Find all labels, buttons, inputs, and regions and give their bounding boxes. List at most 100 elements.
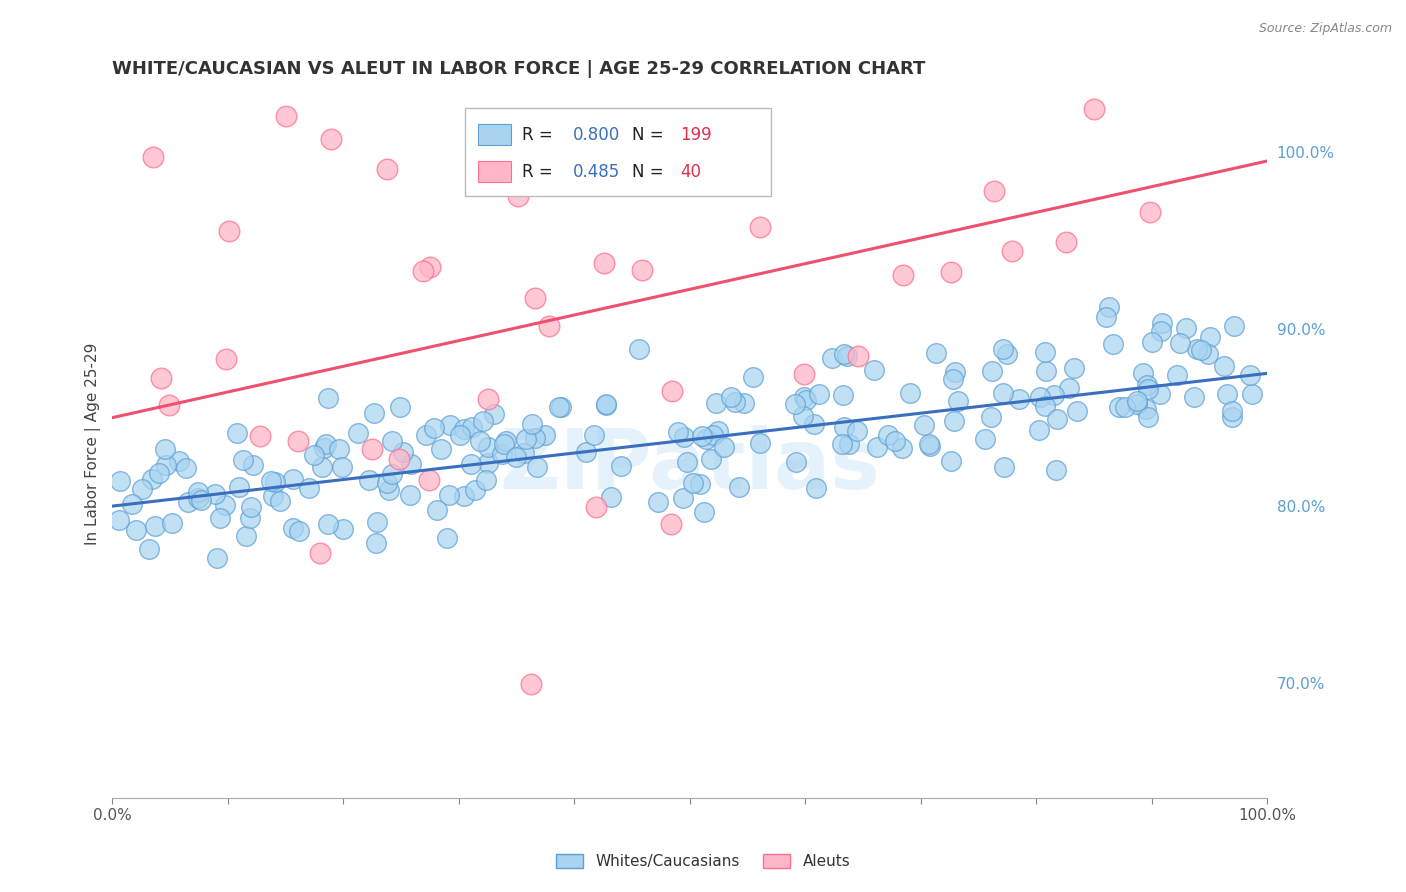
Point	[330, 460, 353, 475]
Point	[110, 474, 132, 488]
Text: Source: ZipAtlas.com: Source: ZipAtlas.com	[1258, 22, 1392, 36]
Point	[430, 442, 453, 456]
Point	[214, 498, 236, 512]
Point	[1066, 404, 1088, 418]
Point	[449, 428, 471, 442]
Point	[468, 434, 491, 448]
Point	[366, 515, 388, 529]
Point	[575, 445, 598, 459]
Point	[980, 409, 1002, 424]
Point	[724, 395, 747, 409]
Point	[1101, 337, 1123, 351]
Text: 0.800: 0.800	[574, 126, 620, 144]
Bar	[478, 161, 510, 182]
Point	[375, 161, 398, 176]
Point	[160, 516, 183, 530]
Point	[328, 442, 350, 457]
Point	[142, 150, 165, 164]
Point	[332, 522, 354, 536]
Point	[121, 497, 143, 511]
Point	[783, 397, 806, 411]
Point	[1095, 310, 1118, 325]
Point	[583, 428, 606, 442]
Point	[491, 447, 513, 461]
Point	[700, 452, 723, 467]
Point	[1098, 300, 1121, 314]
Point	[675, 455, 697, 469]
Point	[361, 442, 384, 456]
Point	[228, 480, 250, 494]
Point	[389, 400, 412, 414]
Point	[477, 392, 499, 407]
Point	[364, 536, 387, 550]
Point	[943, 365, 966, 379]
Point	[1035, 364, 1057, 378]
Point	[460, 458, 482, 472]
Point	[524, 432, 547, 446]
Point	[131, 483, 153, 497]
Point	[226, 426, 249, 441]
Point	[728, 480, 751, 494]
Point	[593, 256, 616, 270]
Point	[148, 467, 170, 481]
Point	[898, 385, 921, 400]
Point	[309, 546, 332, 560]
Point	[1136, 378, 1159, 392]
Point	[627, 342, 650, 356]
Point	[363, 406, 385, 420]
Point	[264, 475, 287, 489]
Point	[107, 513, 129, 527]
Point	[550, 401, 572, 415]
Text: 0.485: 0.485	[574, 162, 620, 181]
Bar	[464, 108, 770, 196]
Point	[464, 483, 486, 498]
Point	[1033, 399, 1056, 413]
Point	[689, 476, 711, 491]
Point	[378, 483, 401, 497]
Point	[939, 454, 962, 468]
Point	[157, 398, 180, 412]
Point	[484, 407, 506, 421]
Point	[418, 473, 440, 487]
Point	[943, 414, 966, 428]
Point	[1140, 334, 1163, 349]
Point	[796, 393, 818, 408]
Point	[399, 457, 422, 471]
Point	[918, 439, 941, 453]
Text: N =: N =	[631, 162, 669, 181]
Point	[176, 495, 198, 509]
Text: ZIPatlas: ZIPatlas	[499, 425, 880, 506]
Point	[321, 132, 343, 146]
Point	[215, 351, 238, 366]
Point	[846, 349, 869, 363]
Point	[399, 488, 422, 502]
Text: R =: R =	[522, 162, 558, 181]
Point	[993, 459, 1015, 474]
Point	[1046, 412, 1069, 426]
Point	[991, 385, 1014, 400]
Point	[946, 393, 969, 408]
Point	[495, 434, 517, 448]
Point	[520, 677, 543, 691]
Point	[513, 445, 536, 459]
Point	[793, 367, 815, 381]
Point	[298, 481, 321, 495]
Point	[479, 169, 502, 184]
Point	[692, 505, 714, 519]
Text: R =: R =	[522, 126, 558, 144]
Point	[149, 370, 172, 384]
Point	[260, 474, 283, 488]
Point	[1045, 463, 1067, 477]
Point	[673, 430, 696, 444]
Point	[474, 473, 496, 487]
Point	[832, 419, 855, 434]
Point	[939, 265, 962, 279]
Point	[733, 395, 755, 409]
Point	[1135, 401, 1157, 416]
Point	[595, 398, 617, 412]
Point	[997, 347, 1019, 361]
Point	[1168, 335, 1191, 350]
Point	[316, 516, 339, 531]
Point	[1212, 359, 1234, 373]
Point	[1149, 387, 1171, 401]
